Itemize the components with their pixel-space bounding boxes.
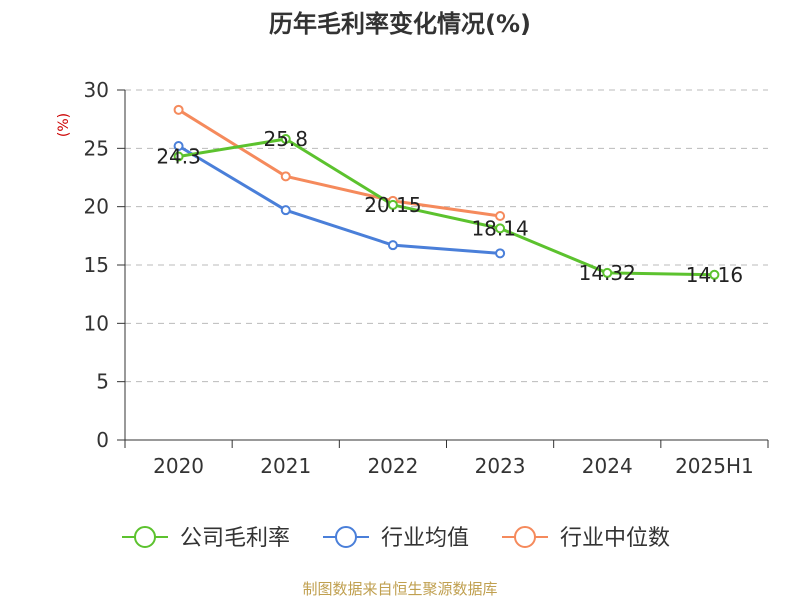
data-label: 24.3: [156, 145, 201, 169]
legend-label: 行业中位数: [560, 526, 670, 551]
data-label: 14.16: [686, 263, 743, 287]
y-tick-label: 0: [96, 428, 109, 452]
legend-item[interactable]: 行业均值: [323, 526, 469, 551]
series-line: [177, 108, 501, 218]
x-tick-label: 2024: [582, 454, 633, 478]
data-labels: 24.3 25.8 20.15 18.14 14.32 14.16: [156, 127, 743, 287]
grid-lines: [125, 89, 768, 383]
y-tick-label: 10: [84, 311, 109, 335]
data-point[interactable]: [387, 199, 398, 210]
data-label: 18.14: [471, 216, 528, 240]
data-point[interactable]: [602, 267, 613, 278]
data-point[interactable]: [173, 104, 184, 115]
series-line: [177, 144, 501, 255]
legend-label: 行业均值: [381, 526, 469, 551]
legend[interactable]: 公司毛利率 行业均值 行业中位数: [122, 526, 670, 551]
x-tick-label: 2025H1: [675, 454, 754, 478]
y-tick-label: 5: [96, 370, 109, 394]
series-line: [178, 137, 715, 277]
x-tick-label: 2023: [475, 454, 526, 478]
y-axis-unit-label: (%): [56, 113, 72, 137]
data-point[interactable]: [280, 205, 291, 216]
data-point[interactable]: [280, 134, 291, 144]
data-source-note: 制图数据来自恒生聚源数据库: [302, 580, 497, 598]
data-point[interactable]: [495, 248, 506, 259]
data-point[interactable]: [280, 171, 291, 182]
x-tick-label: 2020: [153, 454, 204, 478]
y-tick-label: 20: [84, 195, 109, 219]
legend-marker: [335, 526, 357, 548]
data-label: 14.32: [579, 261, 636, 285]
legend-item[interactable]: 行业中位数: [502, 526, 670, 551]
series-lines: [173, 104, 720, 280]
y-tick-label: 15: [84, 253, 109, 277]
data-point[interactable]: [173, 151, 184, 162]
data-point[interactable]: [173, 141, 184, 151]
data-point[interactable]: [709, 269, 720, 280]
chart-title: 历年毛利率变化情况(%): [269, 10, 531, 38]
data-label: 20.15: [364, 193, 421, 217]
y-tick-label: 25: [84, 136, 109, 160]
legend-marker: [514, 526, 536, 548]
data-point[interactable]: [495, 223, 506, 234]
x-tick-label: 2022: [367, 454, 418, 478]
y-tick-label: 30: [84, 78, 109, 102]
legend-item[interactable]: 公司毛利率: [122, 526, 290, 551]
axes: 0 5 10 15 20 25 30 2020 2021 2022 2023 2024 2025H1: [84, 78, 769, 478]
x-tick-label: 2021: [260, 454, 311, 478]
data-point[interactable]: [495, 211, 506, 221]
data-label: 25.8: [263, 127, 308, 151]
data-point[interactable]: [387, 240, 398, 251]
legend-label: 公司毛利率: [180, 526, 290, 551]
legend-marker: [134, 526, 156, 548]
